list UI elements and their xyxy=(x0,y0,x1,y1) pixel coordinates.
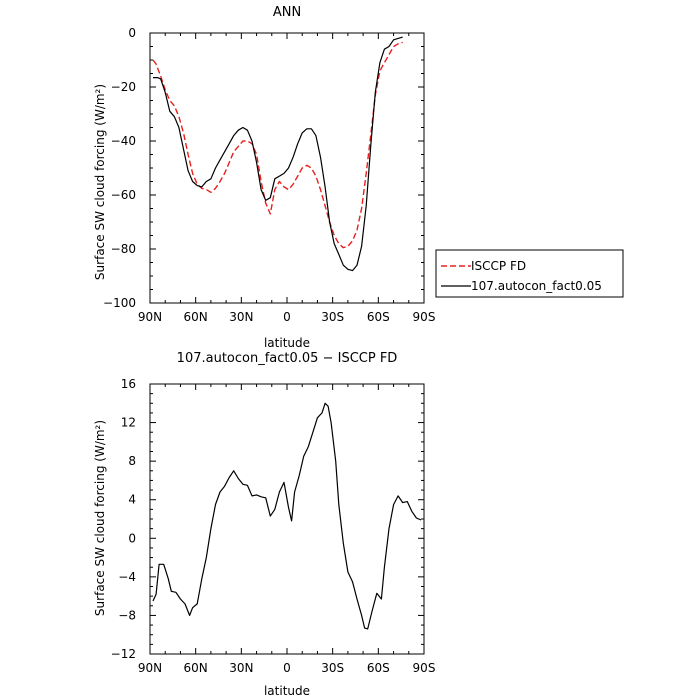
x-tick-label: 30N xyxy=(229,661,253,675)
legend-label-isccp: ISCCP FD xyxy=(471,259,526,273)
x-tick-label: 90N xyxy=(138,310,162,324)
x-tick-label: 30N xyxy=(229,310,253,324)
y-tick-label: −20 xyxy=(111,80,136,94)
series-line-107-autocon-fact0-05 xyxy=(153,36,403,272)
y-axis-label: Surface SW cloud forcing (W/m²) xyxy=(93,84,107,280)
x-tick-label: 0 xyxy=(283,310,291,324)
x-tick-label: 90N xyxy=(138,661,162,675)
series-line-difference xyxy=(152,402,422,630)
x-tick-label: 30S xyxy=(321,661,344,675)
y-tick-label: −12 xyxy=(111,647,136,661)
y-tick-label: 12 xyxy=(121,416,136,430)
chart-title: ANN xyxy=(273,5,301,20)
y-tick-labels: 0 −20 −40 −60 −80 −100 xyxy=(103,26,136,310)
y-tick-label: −8 xyxy=(118,608,136,622)
y-tick-label: 0 xyxy=(128,531,136,545)
series-lines xyxy=(152,402,422,630)
y-tick-label: 8 xyxy=(128,454,136,468)
x-axis-label: latitude xyxy=(264,684,310,698)
x-tick-labels: 90N 60N 30N 0 30S 60S 90S xyxy=(138,310,436,324)
legend: ISCCP FD 107.autocon_fact0.05 xyxy=(435,249,624,298)
x-tick-label: 0 xyxy=(283,661,291,675)
plot-frame xyxy=(149,383,425,655)
y-tick-label: −40 xyxy=(111,134,136,148)
chart-difference: 107.autocon_fact0.05 − ISCCP FD Surface … xyxy=(93,351,435,698)
x-tick-label: 60N xyxy=(184,310,208,324)
legend-box xyxy=(435,249,624,298)
x-tick-label: 60S xyxy=(367,661,390,675)
y-tick-label: −4 xyxy=(118,570,136,584)
axis-ticks xyxy=(149,32,425,304)
y-axis-label: Surface SW cloud forcing (W/m²) xyxy=(93,420,107,616)
legend-label-model: 107.autocon_fact0.05 xyxy=(471,279,602,293)
y-tick-label: −100 xyxy=(103,296,136,310)
series-line-isccp-fd xyxy=(152,41,403,249)
x-tick-label: 60S xyxy=(367,310,390,324)
x-tick-label: 60N xyxy=(184,661,208,675)
x-tick-label: 30S xyxy=(321,310,344,324)
x-tick-label: 90S xyxy=(413,661,436,675)
y-tick-label: −60 xyxy=(111,188,136,202)
chart-title: 107.autocon_fact0.05 − ISCCP FD xyxy=(177,351,398,366)
y-tick-label: 16 xyxy=(121,377,136,391)
y-tick-label: −80 xyxy=(111,242,136,256)
y-tick-labels: 16 12 8 4 0 −4 −8 −12 xyxy=(111,377,136,661)
chart-annual-mean: ANN Surface SW cloud forcing (W/m²) lati… xyxy=(93,5,435,350)
series-lines xyxy=(152,36,403,272)
plot-frame xyxy=(149,32,425,304)
y-tick-label: 0 xyxy=(128,26,136,40)
y-tick-label: 4 xyxy=(128,493,136,507)
x-axis-label: latitude xyxy=(264,336,310,350)
axis-ticks xyxy=(149,383,425,655)
x-tick-labels: 90N 60N 30N 0 30S 60S 90S xyxy=(138,661,436,675)
x-tick-label: 90S xyxy=(413,310,436,324)
